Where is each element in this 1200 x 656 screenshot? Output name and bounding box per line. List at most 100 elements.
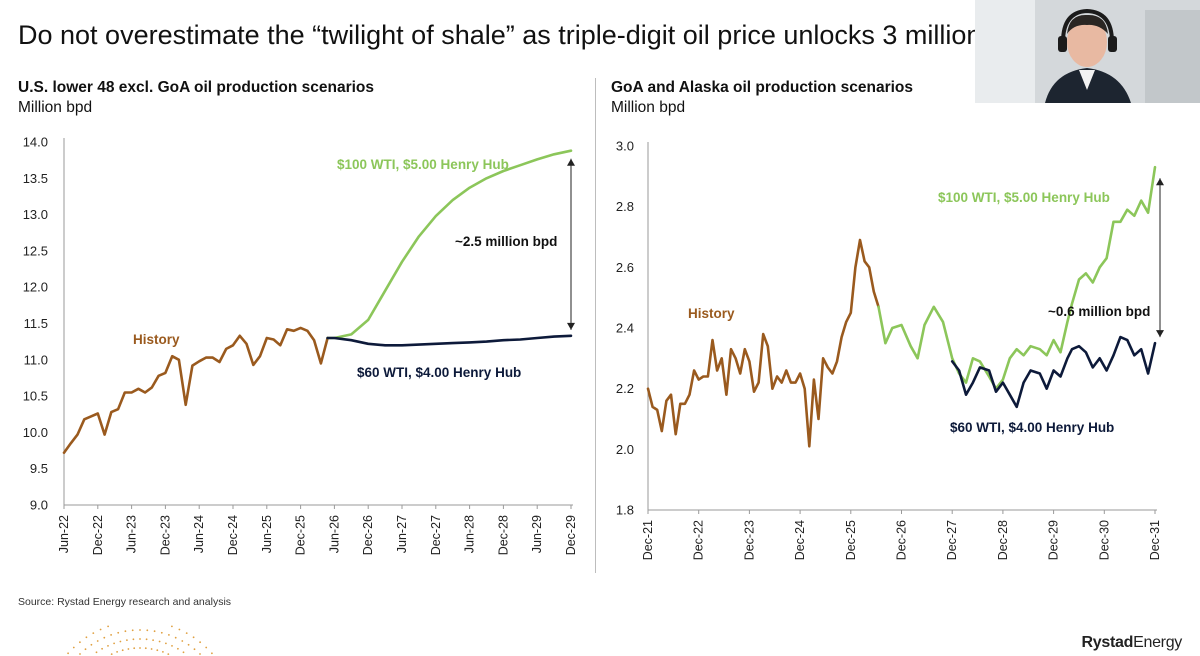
- decorative-dot: [167, 653, 170, 655]
- series-line-low-price: [950, 335, 1157, 409]
- series-line-low-price: [326, 334, 573, 347]
- x-tick-label: Dec-29: [1047, 520, 1061, 560]
- y-tick-label: 13.0: [23, 207, 48, 222]
- source-note: Source: Rystad Energy research and analy…: [18, 596, 232, 608]
- decorative-dot: [178, 628, 181, 631]
- decorative-dot: [131, 629, 134, 632]
- x-tick-label: Dec-23: [158, 515, 172, 555]
- decorative-dot: [165, 642, 167, 645]
- x-tick-label: Jun-26: [327, 515, 341, 553]
- decorative-dot: [156, 649, 159, 652]
- decorative-dot: [79, 641, 81, 644]
- decorative-dot: [110, 634, 112, 636]
- gap-label: ~2.5 million bpd: [455, 234, 557, 249]
- decorative-dot: [92, 632, 95, 634]
- y-tick-label: 11.0: [24, 352, 48, 367]
- decorative-dot: [160, 631, 163, 634]
- y-tick-label: 13.5: [23, 171, 48, 186]
- decorative-dot: [171, 645, 173, 647]
- y-tick-label: 3.0: [616, 139, 634, 154]
- decorative-dot: [199, 641, 202, 644]
- x-tick-label: Dec-26: [895, 520, 909, 560]
- logo-regular: Energy: [1133, 634, 1182, 651]
- left-chart-unit: Million bpd: [18, 99, 93, 116]
- y-tick-label: 2.2: [616, 381, 634, 396]
- decorative-dot: [127, 648, 130, 650]
- decorative-dot: [116, 651, 118, 653]
- x-tick-label: Dec-27: [945, 520, 959, 560]
- decorative-dot: [177, 647, 179, 650]
- gap-label: ~0.6 million bpd: [1048, 304, 1150, 319]
- gap-arrow-head-up: [567, 158, 575, 166]
- x-tick-label: Dec-24: [226, 515, 240, 555]
- series-line-high-price: [326, 149, 573, 340]
- right-chart-unit: Million bpd: [611, 99, 686, 116]
- decorative-dot: [95, 651, 98, 654]
- x-tick-label: Dec-23: [742, 520, 756, 560]
- decorative-dot: [101, 647, 103, 650]
- x-tick-label: Dec-21: [641, 520, 655, 560]
- y-tick-label: 10.0: [23, 425, 48, 440]
- decorative-dot: [126, 639, 128, 641]
- y-tick-label: 11.5: [24, 316, 48, 331]
- x-tick-label: Dec-22: [91, 515, 105, 555]
- gap-arrow-head-up: [1156, 178, 1164, 186]
- x-tick-label: Dec-25: [844, 520, 858, 560]
- x-tick-label: Dec-28: [996, 520, 1010, 560]
- x-tick-label: Dec-30: [1097, 520, 1111, 560]
- slide-title: Do not overestimate the “twilight of sha…: [18, 20, 982, 50]
- logo-bold: Rystad: [1081, 634, 1134, 651]
- decorative-dot: [150, 648, 153, 650]
- decorative-dot: [107, 625, 109, 628]
- decorative-dot: [79, 653, 81, 655]
- presenter-icon: [975, 0, 1200, 103]
- high-scenario-label: $100 WTI, $5.00 Henry Hub: [938, 190, 1110, 205]
- x-tick-label: Dec-22: [692, 520, 706, 560]
- decorative-dot: [139, 629, 141, 631]
- series-line-history: [62, 326, 329, 455]
- decorative-dot: [96, 640, 99, 642]
- gap-arrow-head-down: [1156, 330, 1164, 338]
- decorative-dot: [193, 648, 196, 651]
- x-tick-label: Dec-26: [361, 515, 375, 555]
- x-tick-label: Dec-27: [429, 515, 443, 555]
- decorative-dot-pattern: [67, 625, 213, 655]
- decorative-dot: [162, 651, 164, 653]
- y-tick-label: 1.8: [616, 503, 634, 518]
- y-tick-label: 2.8: [616, 199, 634, 214]
- decorative-dot: [90, 643, 93, 646]
- high-scenario-label: $100 WTI, $5.00 Henry Hub: [337, 157, 509, 172]
- decorative-dot: [158, 640, 161, 643]
- decorative-dot: [107, 645, 109, 647]
- y-tick-label: 2.4: [616, 321, 634, 336]
- decorative-dot: [121, 649, 124, 652]
- x-tick-label: Jun-23: [125, 515, 139, 553]
- decorative-dot: [185, 632, 188, 634]
- x-tick-label: Jun-24: [192, 515, 206, 553]
- decorative-dot: [192, 636, 195, 639]
- decorative-dot: [139, 647, 141, 649]
- x-tick-label: Dec-28: [496, 515, 510, 555]
- y-tick-label: 10.5: [23, 389, 48, 404]
- x-tick-label: Dec-29: [564, 515, 578, 555]
- decorative-dot: [174, 636, 177, 639]
- decorative-dot: [124, 630, 127, 633]
- decorative-dot: [99, 628, 102, 631]
- x-tick-label: Dec-31: [1148, 520, 1162, 560]
- decorative-dot: [113, 642, 115, 645]
- y-tick-label: 2.6: [616, 260, 634, 275]
- decorative-dot: [182, 651, 185, 654]
- decorative-dot: [139, 638, 141, 640]
- decorative-dot: [145, 638, 148, 641]
- decorative-dot: [85, 636, 88, 639]
- x-tick-label: Jun-27: [395, 515, 409, 553]
- series-line-high-price: [877, 165, 1157, 391]
- low-scenario-label: $60 WTI, $4.00 Henry Hub: [357, 365, 521, 380]
- decorative-dot: [153, 630, 156, 633]
- right-chart-title: GoA and Alaska oil production scenarios: [611, 79, 914, 96]
- x-tick-label: Jun-25: [260, 515, 274, 553]
- low-scenario-label: $60 WTI, $4.00 Henry Hub: [950, 420, 1114, 435]
- decorative-dot: [152, 639, 154, 641]
